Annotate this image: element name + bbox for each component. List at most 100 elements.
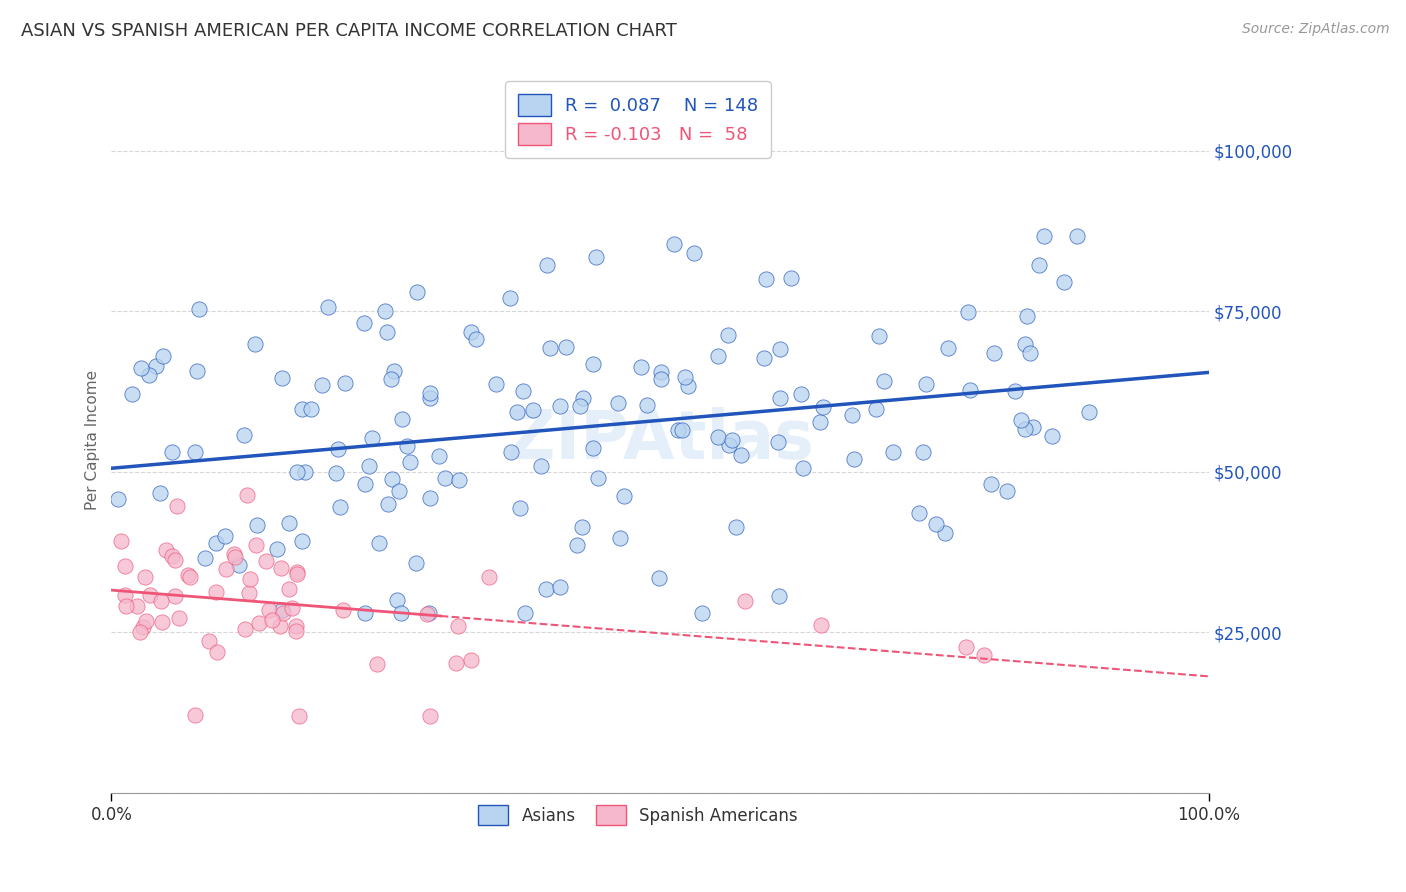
Point	[194, 551, 217, 566]
Point	[1010, 413, 1032, 427]
Point	[228, 558, 250, 573]
Point	[690, 606, 713, 620]
Point	[396, 439, 419, 453]
Point	[179, 570, 201, 584]
Point	[582, 441, 605, 455]
Point	[205, 645, 228, 659]
Point	[717, 327, 740, 342]
Point	[285, 565, 308, 579]
Point	[269, 619, 291, 633]
Point	[995, 484, 1018, 499]
Point	[150, 615, 173, 630]
Point	[1015, 310, 1038, 324]
Point	[270, 561, 292, 575]
Point	[609, 531, 631, 545]
Point	[246, 518, 269, 533]
Point	[460, 325, 482, 339]
Point	[755, 272, 778, 286]
Point	[233, 428, 256, 442]
Point	[278, 516, 301, 531]
Point	[707, 430, 730, 444]
Point	[375, 325, 398, 339]
Point	[152, 349, 174, 363]
Point	[236, 488, 259, 502]
Point	[766, 434, 789, 449]
Point	[354, 606, 377, 620]
Point	[238, 586, 260, 600]
Point	[183, 707, 205, 722]
Point	[419, 392, 441, 406]
Point	[538, 341, 561, 355]
Point	[810, 617, 832, 632]
Point	[149, 486, 172, 500]
Point	[160, 549, 183, 563]
Point	[512, 384, 534, 398]
Point	[359, 459, 381, 474]
Point	[808, 415, 831, 429]
Point	[419, 708, 441, 723]
Point	[1078, 404, 1101, 418]
Point	[842, 452, 865, 467]
Y-axis label: Per Capita Income: Per Capita Income	[86, 369, 100, 509]
Point	[1004, 384, 1026, 399]
Point	[1066, 229, 1088, 244]
Point	[115, 599, 138, 613]
Point	[311, 378, 333, 392]
Point	[499, 291, 522, 305]
Point	[257, 603, 280, 617]
Point	[915, 377, 938, 392]
Point	[377, 497, 399, 511]
Point	[333, 376, 356, 390]
Point	[706, 349, 728, 363]
Point	[235, 622, 257, 636]
Point	[165, 589, 187, 603]
Point	[316, 301, 339, 315]
Point	[585, 250, 607, 264]
Point	[290, 401, 312, 416]
Point	[247, 615, 270, 630]
Point	[299, 402, 322, 417]
Point	[548, 580, 571, 594]
Point	[1014, 422, 1036, 436]
Point	[281, 600, 304, 615]
Point	[671, 423, 693, 437]
Point	[285, 567, 308, 582]
Point	[607, 395, 630, 409]
Point	[186, 364, 208, 378]
Point	[499, 444, 522, 458]
Point	[129, 361, 152, 376]
Point	[1014, 336, 1036, 351]
Point	[205, 536, 228, 550]
Point	[131, 620, 153, 634]
Point	[973, 648, 995, 662]
Point	[779, 271, 801, 285]
Point	[673, 370, 696, 384]
Point	[215, 561, 238, 575]
Point	[447, 619, 470, 633]
Point	[841, 409, 863, 423]
Point	[198, 634, 221, 648]
Point	[465, 333, 488, 347]
Point	[571, 519, 593, 533]
Point	[955, 640, 977, 655]
Point	[980, 477, 1002, 491]
Point	[177, 568, 200, 582]
Point	[205, 584, 228, 599]
Point	[224, 550, 246, 565]
Point	[662, 236, 685, 251]
Point	[419, 491, 441, 505]
Point	[107, 492, 129, 507]
Point	[271, 606, 294, 620]
Point	[145, 359, 167, 373]
Point	[734, 593, 756, 607]
Point	[865, 401, 887, 416]
Point	[676, 378, 699, 392]
Point	[554, 340, 576, 354]
Point	[485, 376, 508, 391]
Point	[959, 384, 981, 398]
Point	[328, 442, 350, 456]
Point	[222, 547, 245, 561]
Point	[285, 619, 308, 633]
Point	[908, 507, 931, 521]
Point	[650, 365, 672, 379]
